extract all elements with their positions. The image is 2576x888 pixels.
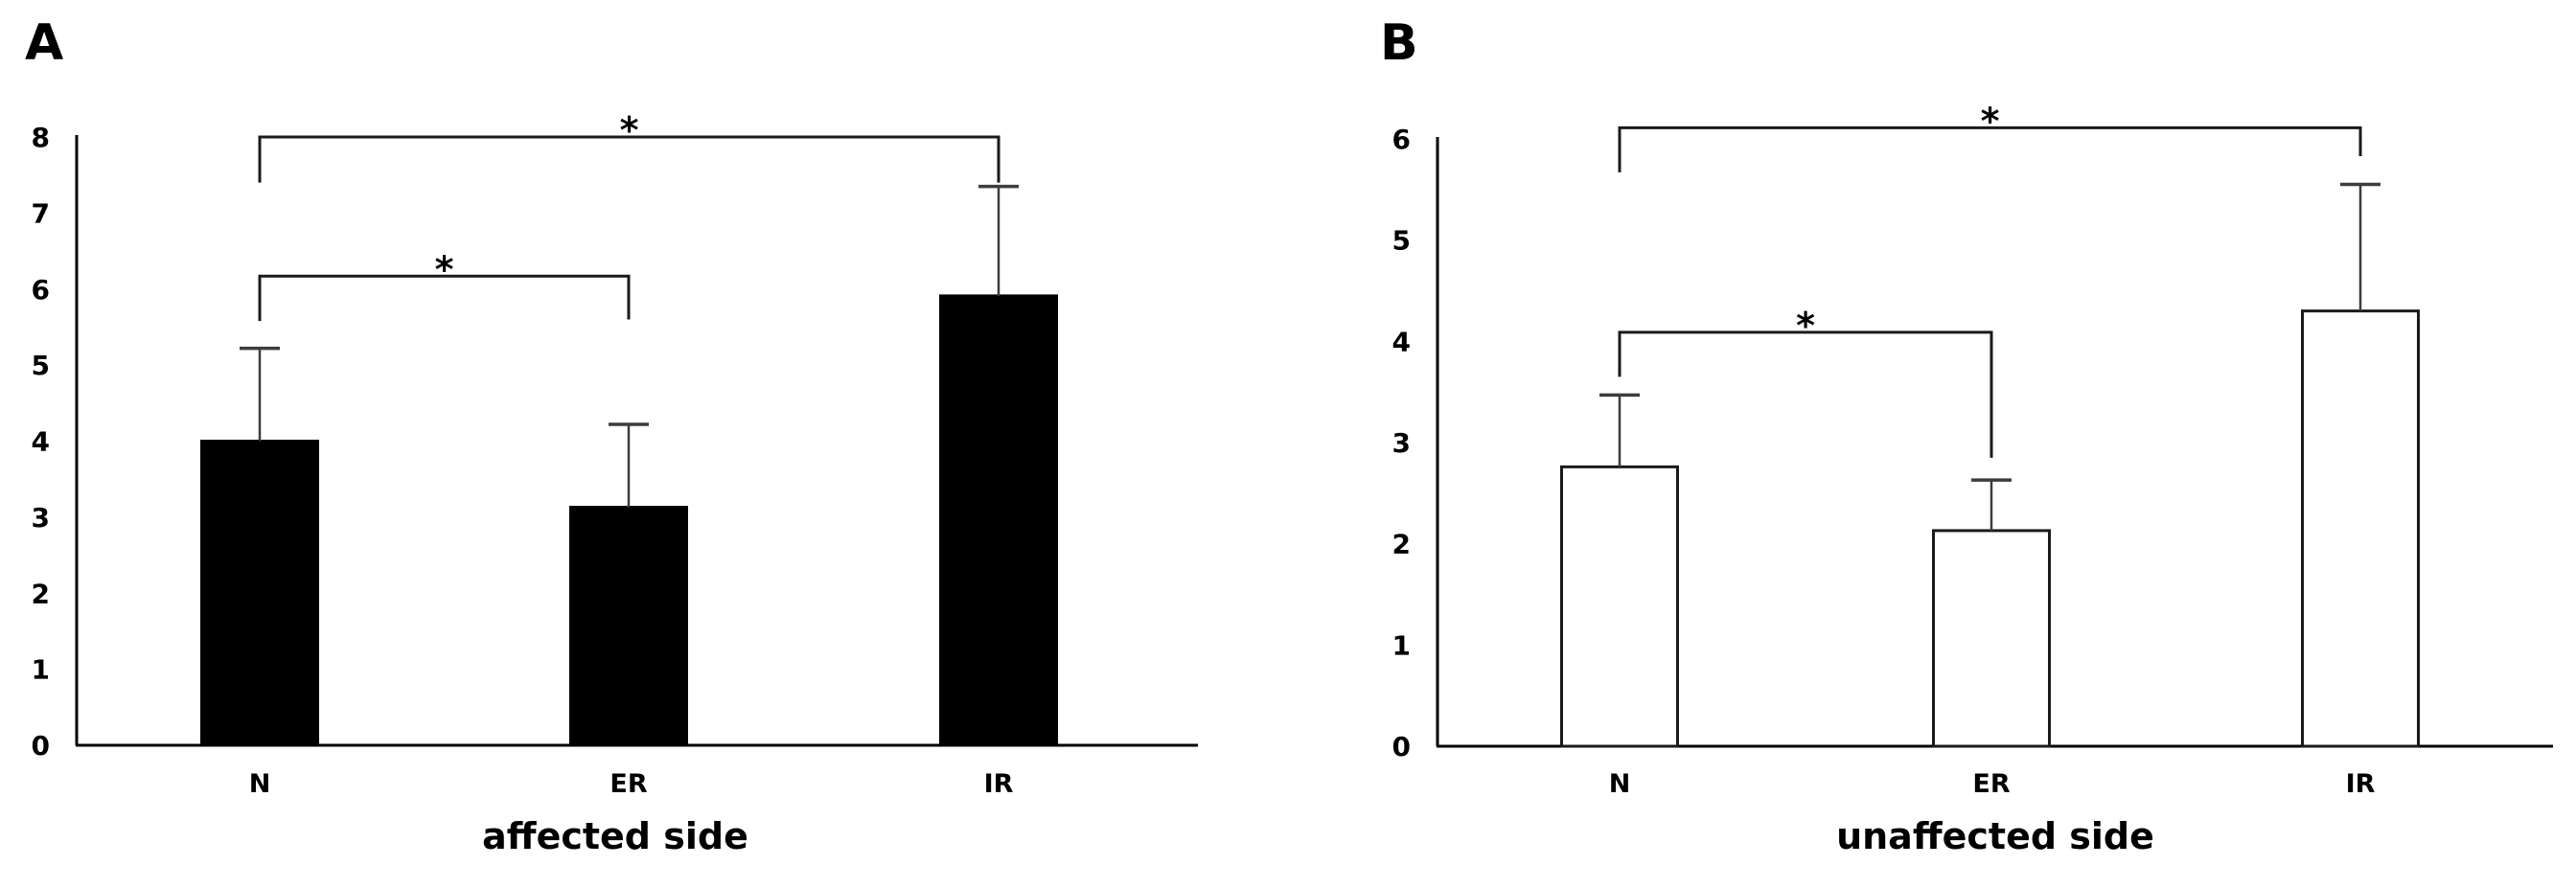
y-tick-label-1: 1 [1392, 629, 1411, 661]
category-label-ER: ER [610, 769, 647, 799]
y-tick-label-2: 2 [1392, 529, 1411, 560]
y-tick-label-0: 0 [1392, 731, 1411, 763]
bar-IR [2301, 309, 2420, 748]
axis-title: unaffected side [1836, 815, 2154, 857]
y-tick-label-8: 8 [32, 122, 50, 153]
panel-label: A [25, 14, 63, 72]
y-tick-label-4: 4 [1392, 326, 1411, 357]
category-label-IR: IR [2346, 769, 2376, 799]
y-tick-label-5: 5 [1392, 225, 1411, 257]
y-tick-label-4: 4 [32, 426, 50, 458]
y-tick-label-2: 2 [32, 578, 50, 609]
panel-label: B [1380, 14, 1418, 72]
y-tick-label-7: 7 [32, 197, 50, 229]
bar-ER [569, 506, 688, 747]
bar-N [1560, 465, 1679, 748]
sig-star-N-IR: * [1981, 100, 2000, 142]
sig-bracket-N-ER [1618, 330, 1993, 458]
sig-bracket-N-ER [258, 274, 631, 322]
category-label-IR: IR [984, 769, 1014, 799]
panel-B: B 0 1 2 3 4 5 6 N ER IR * * unaffected side [1288, 0, 2576, 888]
sig-star-N-ER: * [1796, 305, 1815, 347]
category-label-N: N [249, 769, 271, 799]
bar-ER [1932, 529, 2051, 748]
chart-B-svg: B 0 1 2 3 4 5 6 N ER IR * * unaffected side [1380, 14, 2553, 857]
category-label-N: N [1609, 769, 1631, 799]
sig-star-N-IR: * [620, 109, 639, 151]
y-tick-label-3: 3 [32, 502, 50, 534]
y-tick-label-5: 5 [32, 350, 50, 381]
axis-title: affected side [482, 815, 748, 857]
sig-star-N-ER: * [435, 248, 454, 290]
panel-A: A 0 1 2 3 4 5 6 7 8 N ER IR * * affected side [25, 14, 1198, 857]
chart-A-svg: A 0 1 2 3 4 5 6 7 8 N ER IR * * affected side [25, 14, 1198, 857]
y-tick-label-6: 6 [32, 274, 50, 306]
y-tick-label-6: 6 [1392, 124, 1411, 155]
sig-bracket-N-IR [258, 135, 1000, 183]
sig-bracket-N-IR [1618, 125, 2362, 172]
bar-IR [939, 294, 1058, 747]
y-tick-label-0: 0 [32, 730, 50, 762]
category-label-ER: ER [1972, 769, 2010, 799]
y-tick-label-1: 1 [32, 654, 50, 686]
bar-N [200, 440, 319, 747]
y-tick-label-3: 3 [1392, 427, 1411, 459]
